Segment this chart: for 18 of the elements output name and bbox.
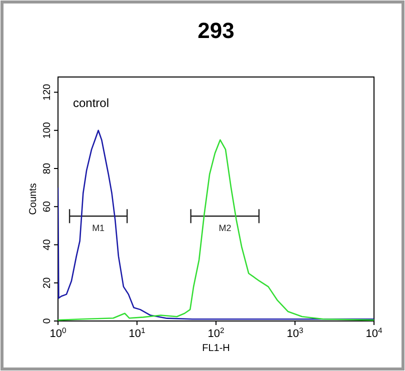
y-tick-label: 20 bbox=[42, 276, 53, 288]
x-axis-title: FL1-H bbox=[202, 343, 230, 354]
y-tick-label: 60 bbox=[42, 200, 53, 212]
y-axis-title: Counts bbox=[28, 183, 39, 215]
annotation: control bbox=[73, 96, 110, 110]
x-tick-label: 10$^{3}$ bbox=[286, 326, 304, 340]
y-tick-label: 120 bbox=[42, 83, 53, 101]
annotation: M2 bbox=[218, 223, 232, 234]
y-tick-label: 0 bbox=[42, 318, 53, 324]
x-tick-label: 10$^{4}$ bbox=[366, 326, 383, 340]
y-tick-label: 100 bbox=[42, 122, 53, 139]
x-tick-label: 10$^{0}$ bbox=[50, 326, 66, 340]
y-tick-label: 80 bbox=[42, 162, 53, 174]
chart-title: 293 bbox=[198, 18, 234, 43]
x-tick-label: 10$^{2}$ bbox=[208, 326, 224, 340]
x-tick-label: 10$^{1}$ bbox=[128, 326, 146, 340]
y-tick-label: 40 bbox=[42, 238, 53, 250]
annotation: M1 bbox=[92, 223, 105, 234]
